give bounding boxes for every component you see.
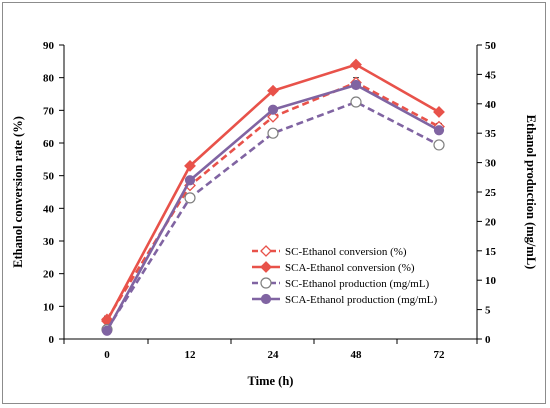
legend-item-0: SC-Ethanol conversion (%): [252, 245, 407, 258]
left-tick-label: 90: [43, 40, 55, 52]
right-tick-label: 15: [485, 246, 497, 258]
right-tick-label: 0: [485, 334, 491, 346]
data-point: [350, 96, 362, 108]
left-y-axis-title: Ethanol conversion rate (%): [11, 116, 25, 268]
chart-frame: [2, 2, 546, 404]
right-tick-label: 35: [485, 128, 497, 140]
legend-swatch-marker: [260, 277, 272, 289]
legend-item-1: SCA-Ethanol conversion (%): [252, 261, 415, 274]
x-ticks: 0 12 24 48 72: [63, 339, 478, 361]
legend-swatch-marker: [260, 293, 272, 305]
x-tick-label: 12: [185, 349, 197, 361]
data-point: [267, 104, 279, 115]
legend-item-2: SC-Ethanol production (mg/mL): [252, 277, 430, 290]
data-point: [184, 192, 196, 204]
data-point: [350, 79, 362, 91]
left-tick-label: 30: [43, 236, 55, 248]
x-tick-label: 24: [268, 349, 280, 361]
left-tick-label: 70: [43, 105, 55, 117]
data-point: [267, 127, 279, 139]
right-tick-label: 10: [485, 275, 497, 287]
left-tick-label: 80: [43, 73, 55, 85]
right-tick-label: 5: [485, 305, 491, 317]
x-tick-label: 48: [351, 349, 363, 361]
right-tick-label: 50: [485, 40, 497, 52]
data-point: [433, 139, 445, 151]
left-tick-label: 20: [43, 269, 55, 281]
data-point: [433, 125, 445, 136]
series-3: [101, 79, 445, 336]
right-y-axis-title: Ethanol production (mg/mL): [524, 115, 538, 270]
left-tick-label: 40: [43, 203, 55, 215]
right-tick-label: 20: [485, 216, 497, 228]
legend-item-3: SCA-Ethanol production (mg/mL): [252, 293, 437, 306]
left-tick-label: 60: [43, 138, 55, 150]
right-y-ticks: 0 5 10 15 20 25 30 35 40 45 50: [477, 40, 497, 346]
right-tick-label: 45: [485, 69, 497, 81]
series-line: [105, 100, 440, 331]
left-tick-label: 0: [49, 334, 55, 346]
left-tick-label: 10: [43, 301, 55, 313]
legend: SC-Ethanol conversion (%) SCA-Ethanol con…: [252, 245, 437, 306]
data-point: [267, 84, 279, 97]
data-point: [350, 58, 362, 71]
right-tick-label: 30: [485, 158, 497, 170]
right-tick-label: 25: [485, 187, 497, 199]
legend-label: SCA-Ethanol conversion (%): [285, 262, 415, 274]
x-axis-title: Time (h): [248, 374, 294, 388]
data-point: [101, 325, 113, 336]
left-tick-label: 50: [43, 171, 55, 183]
legend-label: SC-Ethanol production (mg/mL): [285, 278, 430, 290]
data-point: [267, 110, 279, 123]
right-tick-label: 40: [485, 99, 497, 111]
series-layer: [101, 58, 445, 336]
legend-label: SC-Ethanol conversion (%): [285, 246, 407, 258]
data-point: [184, 175, 196, 186]
legend-swatch-marker: [260, 261, 272, 273]
data-point: [184, 159, 196, 172]
x-tick-label: 0: [104, 349, 110, 361]
data-point: [433, 106, 445, 118]
legend-swatch-marker: [260, 245, 272, 257]
legend-label: SCA-Ethanol production (mg/mL): [285, 294, 437, 306]
left-y-ticks: 0 10 20 30 40 50 60 70 80 90: [43, 40, 64, 346]
x-tick-label: 72: [434, 349, 446, 361]
